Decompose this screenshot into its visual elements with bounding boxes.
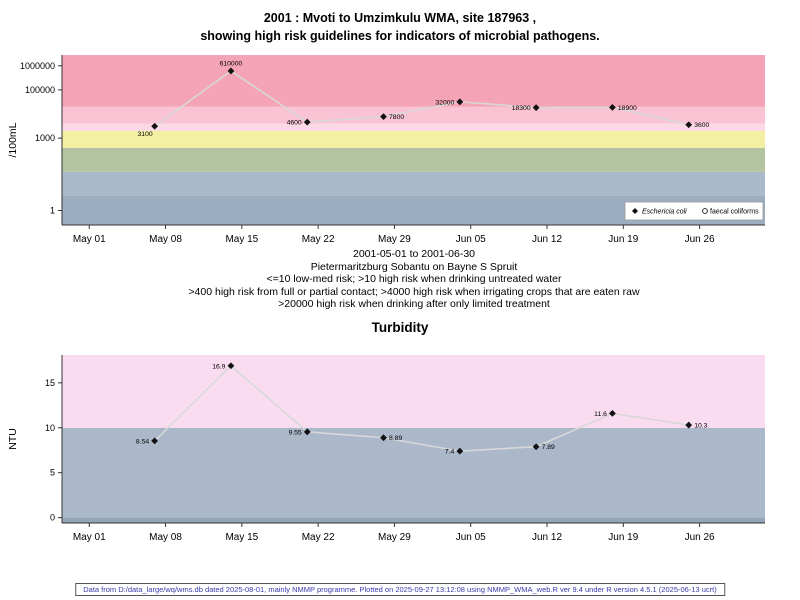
x-tick-label: May 01 xyxy=(73,532,106,543)
data-point-diamond xyxy=(532,443,540,451)
series-line xyxy=(154,364,689,452)
data-point-diamond xyxy=(685,121,693,129)
y-tick-label: 5 xyxy=(50,468,55,478)
data-point-diamond xyxy=(303,118,311,126)
data-point-diamond xyxy=(532,104,540,112)
point-value-label: 3100 xyxy=(138,131,153,138)
data-point-diamond xyxy=(151,122,159,130)
point-value-label: 7.89 xyxy=(542,444,555,451)
y-axis-title: /100mL xyxy=(7,122,19,157)
y-tick-label: 0 xyxy=(50,513,55,523)
point-value-label: 10.3 xyxy=(694,423,707,430)
footer-note: Data from D:/data_large/wq/wms.db dated … xyxy=(75,583,725,596)
x-tick-label: Jun 26 xyxy=(685,532,715,543)
y-tick-label: 15 xyxy=(45,378,55,388)
data-point-diamond xyxy=(456,447,464,455)
risk-band xyxy=(62,517,765,523)
x-tick-label: Jun 05 xyxy=(456,234,486,245)
caption-date-range: 2001-05-01 to 2001-06-30 xyxy=(352,248,475,260)
x-tick-label: May 08 xyxy=(149,532,182,543)
y-tick-label: 1000 xyxy=(35,133,55,143)
title-line-2: showing high risk guidelines for indicat… xyxy=(200,29,600,43)
footer-text: Data from D:/data_large/wq/wms.db dated … xyxy=(83,585,717,594)
series-line xyxy=(154,69,689,127)
ecoli-chart: May 01 May 08 May 15 May 22 May 29 Jun 05 Jun … xyxy=(7,55,765,245)
x-tick-label: May 01 xyxy=(73,234,106,245)
caption-site-name: Pietermaritzburg Sobantu on Bayne S Spru… xyxy=(310,260,518,273)
point-value-label: 11.6 xyxy=(594,411,607,418)
x-tick-label: May 29 xyxy=(378,532,411,543)
point-value-label: 18900 xyxy=(618,105,637,112)
point-value-label: 18300 xyxy=(512,105,531,112)
risk-band xyxy=(62,147,765,172)
y-tick-label: 100000 xyxy=(25,85,55,95)
point-value-label: 8.54 xyxy=(136,438,149,445)
point-value-label: 32000 xyxy=(435,99,454,106)
caption-guideline-3: >20000 high risk when drinking after onl… xyxy=(278,298,550,311)
data-point-diamond xyxy=(685,421,693,429)
x-tick-label: May 15 xyxy=(225,532,258,543)
point-value-label: 610000 xyxy=(220,60,243,67)
data-point-diamond xyxy=(303,428,311,436)
x-tick-label: May 29 xyxy=(378,234,411,245)
data-point-diamond xyxy=(609,103,616,111)
x-tick-label: Jun 12 xyxy=(532,234,562,245)
caption-guideline-1: <=10 low-med risk; >10 high risk when dr… xyxy=(266,273,562,286)
point-value-label: 8.89 xyxy=(389,435,402,442)
risk-band xyxy=(62,130,765,148)
risk-band xyxy=(62,171,765,196)
data-point-diamond xyxy=(380,113,387,121)
legend-diamond-icon xyxy=(632,208,638,214)
turbidity-chart: May 01 May 08 May 15 May 22 May 29 Jun 05 Jun … xyxy=(7,355,765,543)
point-value-label: 9.55 xyxy=(288,429,301,436)
x-tick-label: Jun 26 xyxy=(685,234,715,245)
turbidity-title: Turbidity xyxy=(371,320,429,335)
microbial-chart-title: 2001 : Mvoti to Umzimkulu WMA, site 1879… xyxy=(0,9,800,45)
data-point-diamond xyxy=(380,434,387,442)
legend-box xyxy=(624,201,764,221)
point-value-label: 7.4 xyxy=(445,449,455,456)
microbial-chart-captions: 2001-05-01 to 2001-06-30 Pietermaritzbur… xyxy=(14,248,800,311)
risk-band xyxy=(62,123,765,131)
x-tick-label: May 22 xyxy=(302,234,335,245)
x-tick-label: May 15 xyxy=(225,234,258,245)
point-value-label: 3600 xyxy=(694,122,709,129)
title-line-1: 2001 : Mvoti to Umzimkulu WMA, site 1879… xyxy=(263,11,537,25)
point-value-label: 7800 xyxy=(389,114,404,121)
x-tick-label: May 22 xyxy=(302,532,335,543)
legend-circle-icon xyxy=(702,208,708,214)
caption-guideline-2: >400 high risk from full or partial cont… xyxy=(188,285,640,298)
x-tick-label: Jun 12 xyxy=(532,532,562,543)
x-tick-label: May 08 xyxy=(149,234,182,245)
legend-label-faecal: faecal coliforms xyxy=(710,209,759,216)
data-point-diamond xyxy=(151,437,159,445)
risk-band xyxy=(62,55,765,107)
point-value-label: 4600 xyxy=(287,120,302,127)
y-tick-label: 1 xyxy=(50,205,55,215)
data-point-diamond xyxy=(456,98,464,106)
y-tick-label: 10 xyxy=(45,423,55,433)
x-tick-label: Jun 05 xyxy=(456,532,486,543)
x-tick-label: Jun 19 xyxy=(608,234,638,245)
x-tick-label: Jun 19 xyxy=(608,532,638,543)
risk-band xyxy=(62,427,765,518)
legend-label-ecoli: Eschericia coli xyxy=(642,209,687,216)
risk-band xyxy=(62,355,765,428)
data-point-diamond xyxy=(227,362,235,370)
y-axis-title: NTU xyxy=(7,428,19,450)
point-value-label: 16.9 xyxy=(212,363,225,370)
y-tick-label: 1000000 xyxy=(20,61,55,71)
legend: Eschericia coli faecal coliforms xyxy=(624,201,764,221)
data-point-diamond xyxy=(609,409,616,417)
risk-band xyxy=(62,106,765,124)
